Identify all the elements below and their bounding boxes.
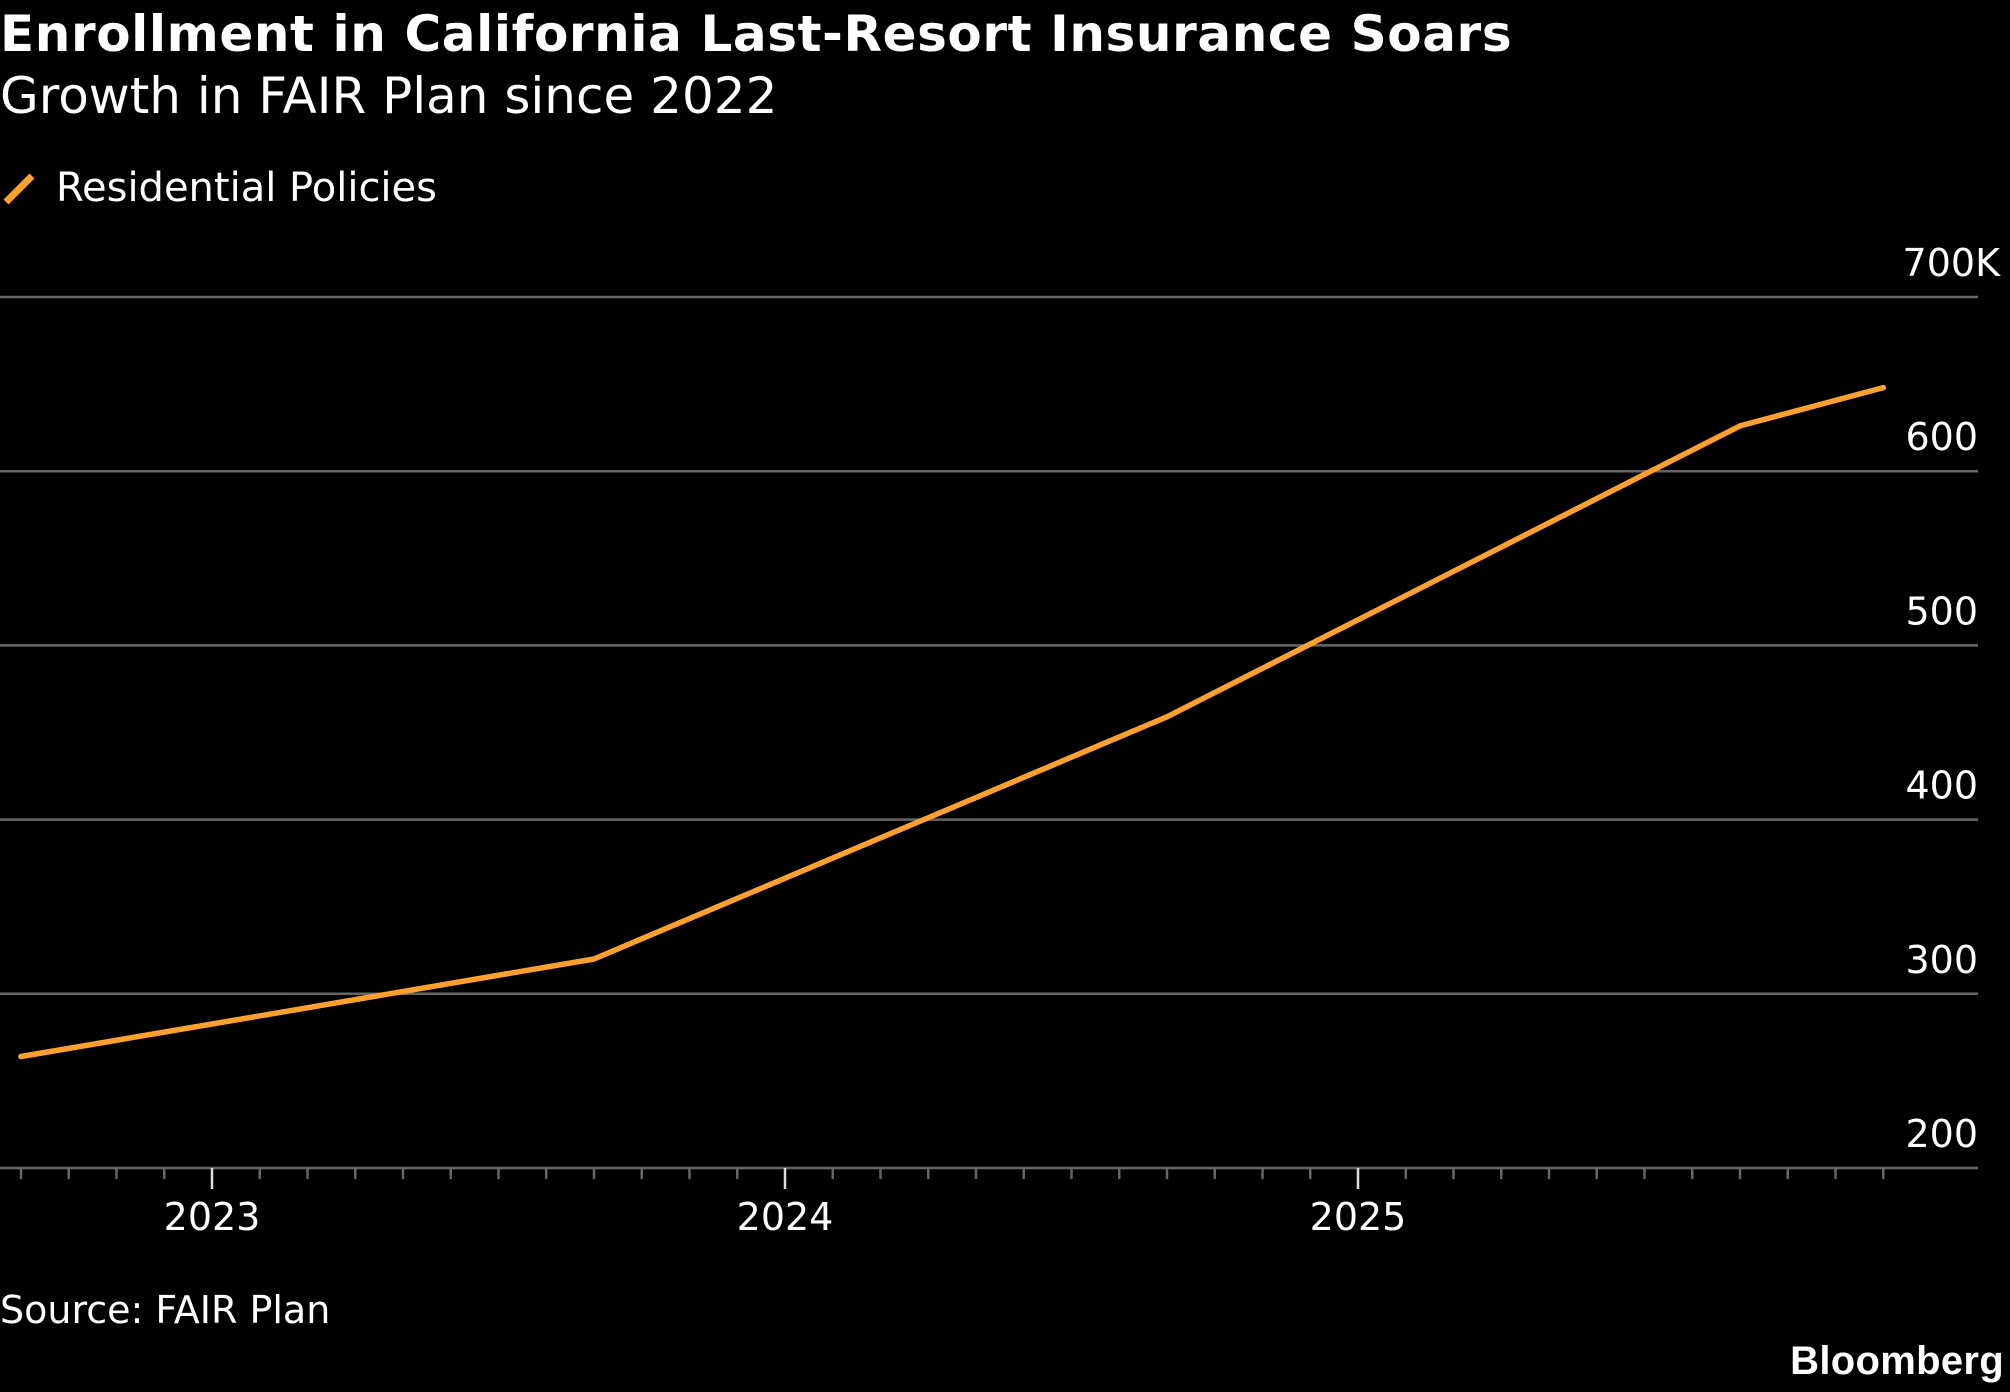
x-tick-label: 2025 [1310,1195,1407,1239]
bloomberg-logo: Bloomberg [1790,1339,2004,1383]
y-tick-label: 600 [1905,415,1978,459]
y-axis-labels: 200 300 400 500 600 700K [1903,241,2002,1156]
y-tick-label: 700K [1903,241,2002,285]
gridlines [0,295,1978,1170]
legend-label-residential-policies: Residential Policies [56,165,437,211]
data-point [591,956,597,962]
line-swatch-icon [3,173,35,205]
data-point [1164,714,1170,720]
data-point [18,1053,24,1060]
source-note: Source: FAIR Plan [0,1288,331,1332]
chart-subtitle: Growth in FAIR Plan since 2022 [0,67,778,125]
chart-title: Enrollment in California Last-Resort Ins… [0,5,1513,63]
legend: Residential Policies [0,160,437,216]
y-tick-label: 400 [1905,764,1978,808]
series-layer [18,384,1887,1060]
data-point [1880,384,1886,391]
y-tick-label: 200 [1905,1112,1978,1156]
x-axis: 2023 2024 2025 [19,1168,1885,1239]
series-line-residential-policies [18,384,1887,1060]
y-tick-label: 500 [1905,589,1978,633]
y-tick-label: 300 [1905,938,1978,982]
x-tick-label: 2023 [164,1195,261,1239]
data-point [1737,423,1743,429]
x-tick-label: 2024 [737,1195,834,1239]
